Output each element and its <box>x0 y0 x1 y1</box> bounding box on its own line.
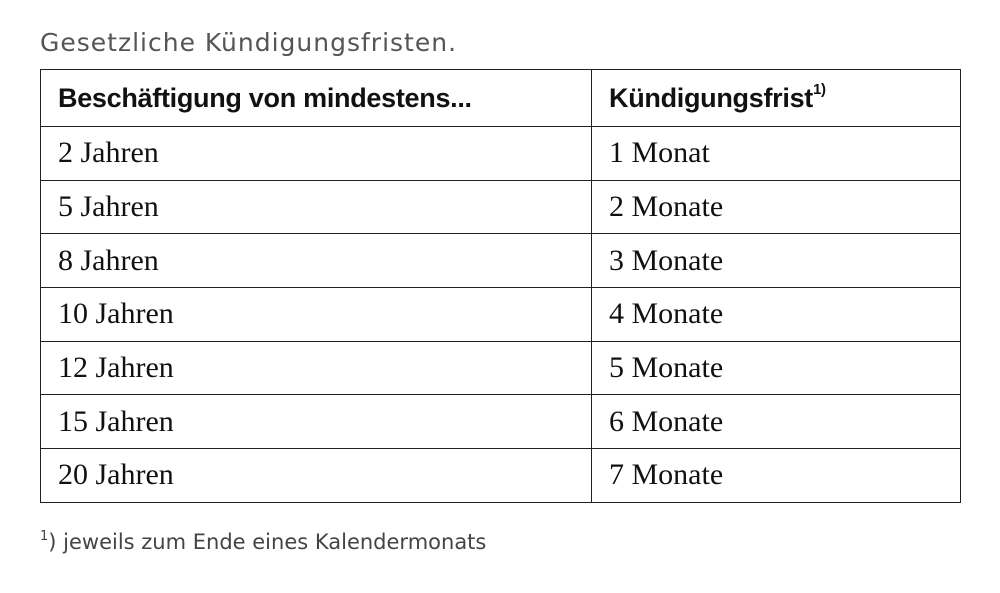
table-row: 20 Jahren 7 Monate <box>40 448 961 503</box>
cell-employment: 8 Jahren <box>40 233 592 289</box>
table-row: 10 Jahren 4 Monate <box>40 287 961 342</box>
cell-notice-period: 2 Monate <box>591 179 961 235</box>
table-caption: Gesetzliche Kündigungsfristen. <box>40 28 458 57</box>
notice-period-table: Beschäftigung von mindestens... Kündigun… <box>40 69 961 503</box>
cell-employment: 12 Jahren <box>40 340 592 396</box>
cell-notice-period: 6 Monate <box>591 394 961 450</box>
cell-notice-period: 1 Monat <box>591 126 961 181</box>
table-row: 2 Jahren 1 Monat <box>40 126 961 181</box>
table-row: 15 Jahren 6 Monate <box>40 394 961 450</box>
header-notice-period-label: Kündigungsfrist <box>609 82 813 113</box>
table-row: 5 Jahren 2 Monate <box>40 179 961 235</box>
table-row: 12 Jahren 5 Monate <box>40 340 961 396</box>
footnote: 1) jeweils zum Ende eines Kalendermonats <box>40 529 487 554</box>
cell-employment: 20 Jahren <box>40 448 592 503</box>
header-notice-period: Kündigungsfrist1) <box>591 69 961 127</box>
table-row: 8 Jahren 3 Monate <box>40 233 961 289</box>
cell-employment: 5 Jahren <box>40 179 592 235</box>
cell-employment: 2 Jahren <box>40 126 592 181</box>
header-employment-label: Beschäftigung von mindestens... <box>58 82 472 113</box>
footnote-number: 1 <box>40 529 49 544</box>
cell-employment: 10 Jahren <box>40 287 592 342</box>
cell-notice-period: 5 Monate <box>591 340 961 396</box>
table-header-row: Beschäftigung von mindestens... Kündigun… <box>40 69 961 127</box>
footnote-marker: 1) <box>812 80 826 98</box>
footnote-text: ) jeweils zum Ende eines Kalendermonats <box>48 530 487 554</box>
header-employment: Beschäftigung von mindestens... <box>40 69 592 127</box>
cell-employment: 15 Jahren <box>40 394 592 450</box>
cell-notice-period: 4 Monate <box>591 287 961 342</box>
cell-notice-period: 7 Monate <box>591 448 961 503</box>
cell-notice-period: 3 Monate <box>591 233 961 289</box>
